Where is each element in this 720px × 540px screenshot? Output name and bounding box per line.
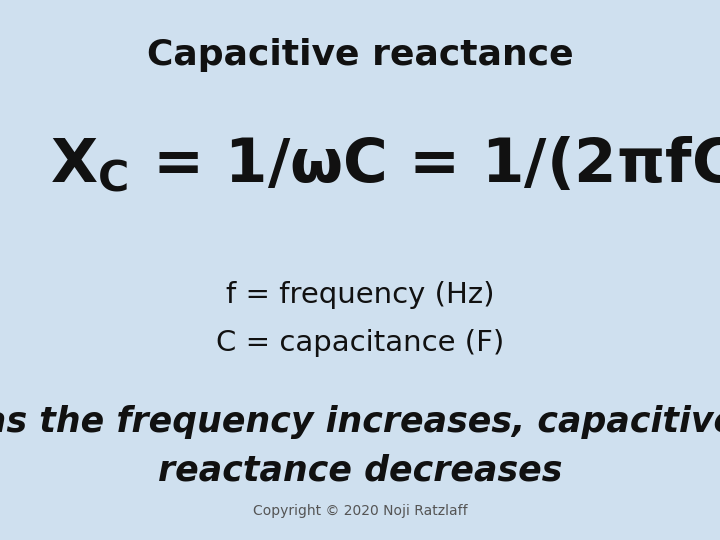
Text: as the frequency increases, capacitive: as the frequency increases, capacitive [0,405,720,439]
Text: C = capacitance (F): C = capacitance (F) [216,329,504,357]
Text: f = frequency (Hz): f = frequency (Hz) [226,281,494,309]
Text: reactance decreases: reactance decreases [158,454,562,488]
Text: Copyright © 2020 Noji Ratzlaff: Copyright © 2020 Noji Ratzlaff [253,504,467,518]
Text: $\mathbf{X_C}$ = 1/ωC = 1/(2πfC) (Ω): $\mathbf{X_C}$ = 1/ωC = 1/(2πfC) (Ω) [50,135,720,195]
Text: Capacitive reactance: Capacitive reactance [147,38,573,72]
